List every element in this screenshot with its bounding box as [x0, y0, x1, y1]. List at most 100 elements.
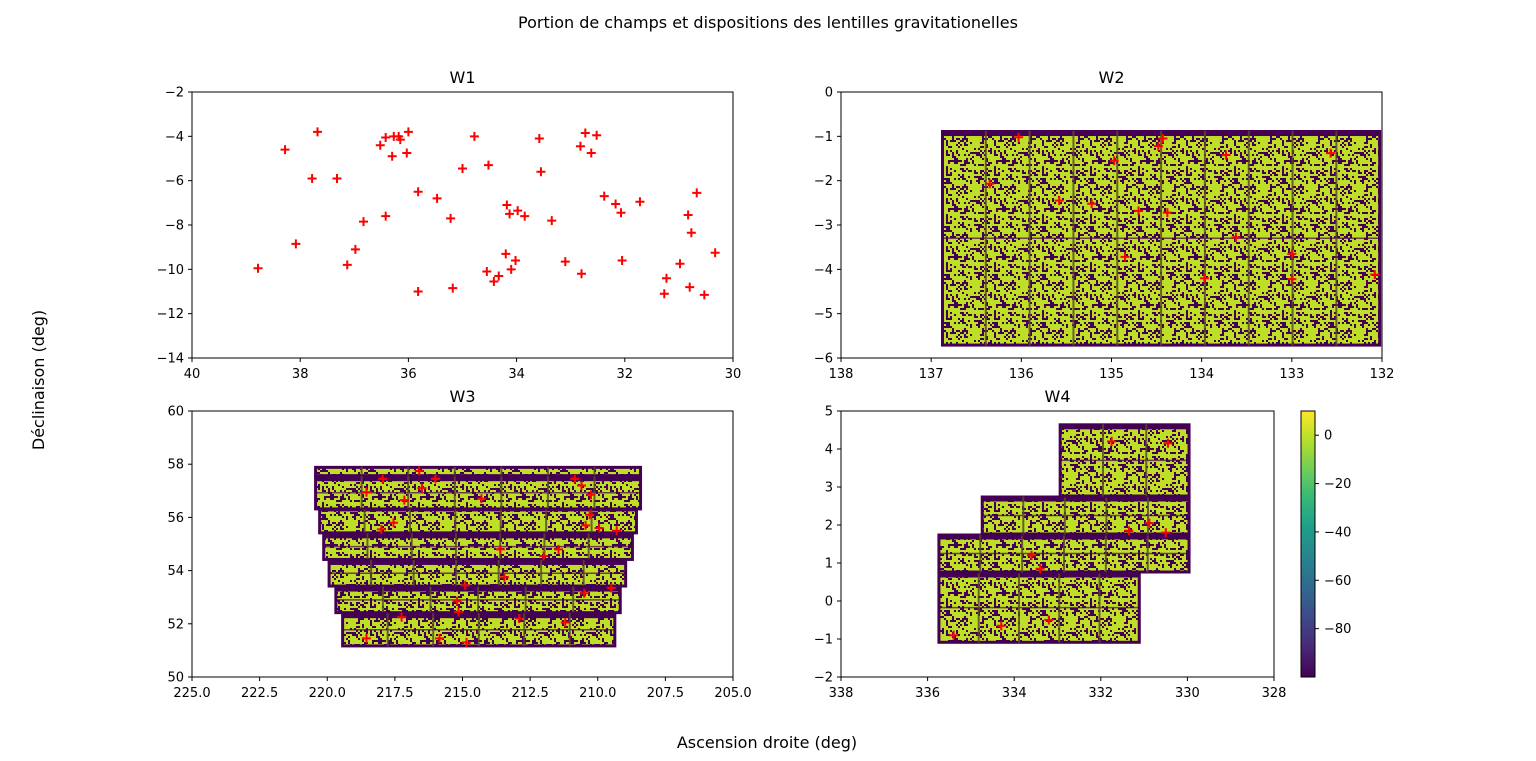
colorbar: 0 −20 −40 −60 −80 [1300, 410, 1351, 678]
lens-marker [1370, 270, 1380, 280]
lens-marker [580, 128, 590, 138]
lens-marker [560, 257, 570, 267]
lens-marker [502, 200, 512, 210]
lens-marker [1044, 615, 1054, 625]
lens-marker [594, 523, 604, 533]
lens-marker [253, 263, 263, 273]
x-tick-label: 32 [617, 367, 634, 382]
x-tick-label: 217.5 [376, 686, 413, 701]
lens-marker [378, 474, 388, 484]
lens-marker [617, 255, 627, 265]
y-tick-label: −4 [814, 263, 833, 278]
lens-marker [577, 480, 587, 490]
x-tick-label: 30 [725, 367, 742, 382]
lens-marker [361, 633, 371, 643]
x-tick-label: 138 [829, 367, 854, 382]
lens-marker [675, 259, 685, 269]
lens-marker [1107, 436, 1117, 446]
y-tick-label: 50 [167, 671, 184, 686]
x-tick-label: 135 [1099, 367, 1124, 382]
y-tick-label: 3 [825, 481, 833, 496]
lens-marker [1162, 208, 1172, 218]
colorbar-tick-label: −60 [1324, 574, 1351, 589]
lens-marker [577, 269, 587, 279]
x-tick-label: 215.0 [444, 686, 481, 701]
lens-markers [253, 127, 720, 300]
lens-marker [692, 188, 702, 198]
lens-marker [435, 633, 445, 643]
lens-marker [381, 211, 391, 221]
y-tick-label: −2 [814, 174, 833, 189]
lens-marker [612, 526, 622, 536]
lens-marker [342, 260, 352, 270]
y-axis-label: Déclinaison (deg) [29, 310, 48, 450]
lens-marker [1326, 148, 1336, 158]
lens-marker [395, 135, 405, 145]
lens-marker [1221, 150, 1231, 160]
colorbar-tick-label: −40 [1324, 525, 1351, 540]
lens-marker [462, 637, 472, 647]
x-tick-label: 212.5 [512, 686, 549, 701]
lens-marker [554, 544, 564, 554]
lens-marker [683, 210, 693, 220]
lens-marker [1109, 156, 1119, 166]
lens-marker [476, 494, 486, 504]
x-tick-label: 132 [1370, 367, 1395, 382]
x-tick-label: 36 [400, 367, 417, 382]
y-tick-label: 54 [167, 564, 184, 579]
lens-marker [659, 289, 669, 299]
x-tick-label: 220.0 [309, 686, 346, 701]
subplot-w1: W1 40 38 36 34 32 30 −2 −4 −6 −8 −10 −12 −14 [157, 68, 742, 382]
lens-marker [432, 193, 442, 203]
subplot-w2: W2 138 137 136 135 134 133 132 0 −1 −2 −3 −4 −5 −6 [814, 68, 1395, 382]
y-tick-label: 58 [167, 458, 184, 473]
y-tick-label: 0 [825, 595, 833, 610]
lens-marker [458, 163, 467, 173]
colorbar-gradient [1300, 410, 1316, 678]
lens-marker [1287, 274, 1297, 284]
lens-marker [350, 244, 360, 254]
axes-frame [840, 410, 1275, 678]
lens-marker [489, 277, 499, 287]
x-tick-label: 336 [915, 686, 940, 701]
lens-marker [586, 490, 596, 500]
lens-marker [375, 140, 385, 150]
lens-marker [1027, 550, 1037, 560]
lens-marker [403, 127, 413, 137]
y-tick-label: −4 [165, 130, 184, 145]
subplot-w4: W4 338 336 334 332 330 328 5 4 3 2 1 0 −1 −2 [814, 387, 1287, 701]
lens-marker [1124, 526, 1134, 536]
lens-marker [501, 249, 511, 259]
x-tick-label: 207.5 [647, 686, 684, 701]
subplot-w3: W3 225.0 222.5 220.0 217.5 215.0 212.5 210.0 207… [167, 387, 751, 701]
lens-marker [417, 483, 427, 493]
x-tick-label: 330 [1175, 686, 1200, 701]
lens-marker [1158, 134, 1168, 144]
lens-marker [389, 518, 399, 528]
y-tick-label: 5 [825, 405, 833, 420]
x-tick-label: 38 [292, 367, 309, 382]
lens-marker [534, 134, 544, 144]
lens-marker [381, 132, 391, 142]
lens-marker [495, 544, 505, 554]
colorbar-ticks: 0 −20 −40 −60 −80 [1315, 429, 1351, 637]
y-tick-label: 4 [825, 443, 833, 458]
lens-marker [579, 588, 589, 598]
lens-marker [685, 282, 695, 292]
x-tick-label: 210.0 [579, 686, 616, 701]
lens-marker [494, 271, 504, 281]
plot-area [192, 92, 733, 358]
lens-marker [1231, 232, 1241, 242]
lens-marker [397, 612, 407, 622]
y-tick-label: −12 [157, 307, 184, 322]
y-tick-label: 60 [167, 405, 184, 420]
lens-marker [414, 466, 424, 476]
y-tick-label: −2 [165, 86, 184, 101]
figure-title: Portion de champs et dispositions des le… [518, 13, 1018, 32]
lens-marker [1120, 252, 1130, 262]
field-mask [319, 509, 637, 534]
x-tick-label: 137 [919, 367, 944, 382]
lens-marker [482, 267, 492, 277]
lens-marker [592, 130, 602, 140]
